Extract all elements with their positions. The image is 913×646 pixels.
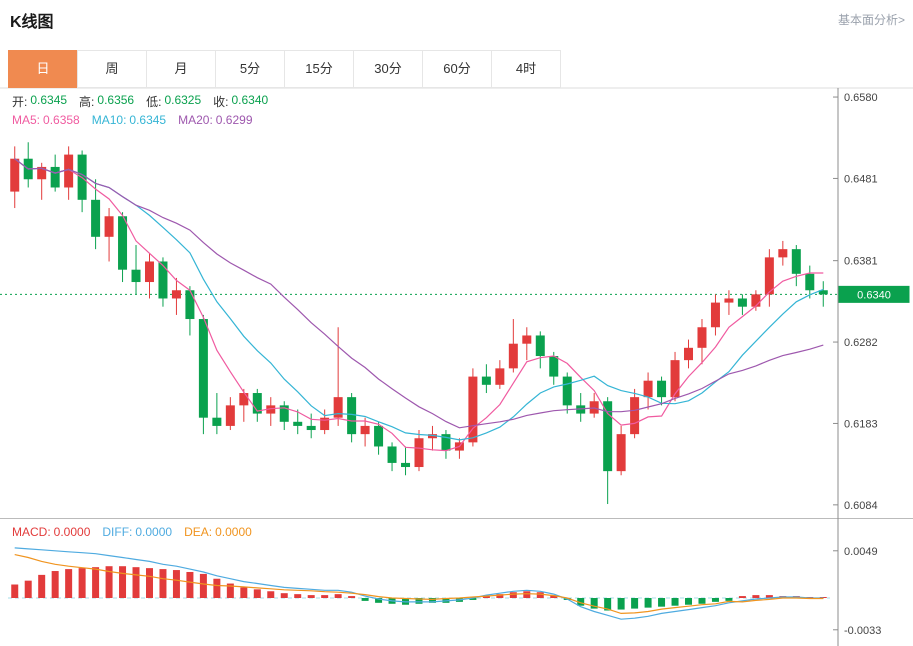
- legend-item: 高: 0.6356: [79, 93, 135, 109]
- svg-text:-0.0033: -0.0033: [844, 625, 881, 637]
- legend-item: MA10: 0.6345: [91, 113, 167, 127]
- current-price-badge: [838, 285, 910, 303]
- legend-item: 开: 0.6345: [12, 93, 68, 109]
- ma-legend: MA5: 0.6358 MA10: 0.6345 MA20: 0.6299: [12, 113, 253, 127]
- svg-text:0.6481: 0.6481: [844, 173, 878, 185]
- svg-text:0.0049: 0.0049: [844, 546, 878, 558]
- svg-text:0.6580: 0.6580: [844, 92, 878, 104]
- tab-4时[interactable]: 4时: [491, 50, 561, 88]
- legend-item: MA20: 0.6299: [178, 113, 253, 127]
- tab-周[interactable]: 周: [77, 50, 147, 88]
- legend-item: DIFF: 0.0000: [102, 525, 173, 539]
- ohlc-legend: 开: 0.6345 高: 0.6356 低: 0.6325 收: 0.6340: [12, 93, 268, 110]
- legend-item: MACD: 0.0000: [12, 525, 91, 539]
- fundamental-analysis-link[interactable]: 基本面分析>: [837, 13, 905, 27]
- svg-text:0.6340: 0.6340: [857, 289, 891, 301]
- tab-30分[interactable]: 30分: [353, 50, 423, 88]
- tab-日[interactable]: 日: [8, 50, 78, 88]
- macd-legend: MACD: 0.0000 DIFF: 0.0000 DEA: 0.0000: [12, 525, 252, 539]
- svg-text:0.6282: 0.6282: [844, 337, 878, 349]
- tab-月[interactable]: 月: [146, 50, 216, 88]
- legend-item: DEA: 0.0000: [184, 525, 252, 539]
- tab-5分[interactable]: 5分: [215, 50, 285, 88]
- legend-item: MA5: 0.6358: [12, 113, 80, 127]
- interval-tabs: 日周月 5分 15分 30分 60分 4时: [8, 50, 561, 88]
- tab-15分[interactable]: 15分: [284, 50, 354, 88]
- tab-60分[interactable]: 60分: [422, 50, 492, 88]
- svg-text:0.6381: 0.6381: [844, 256, 878, 268]
- page-title: K线图: [10, 14, 54, 31]
- svg-text:0.6183: 0.6183: [844, 418, 878, 430]
- legend-item: 收: 0.6340: [213, 93, 269, 109]
- legend-item: 低: 0.6325: [146, 93, 202, 109]
- svg-text:0.6084: 0.6084: [844, 500, 878, 512]
